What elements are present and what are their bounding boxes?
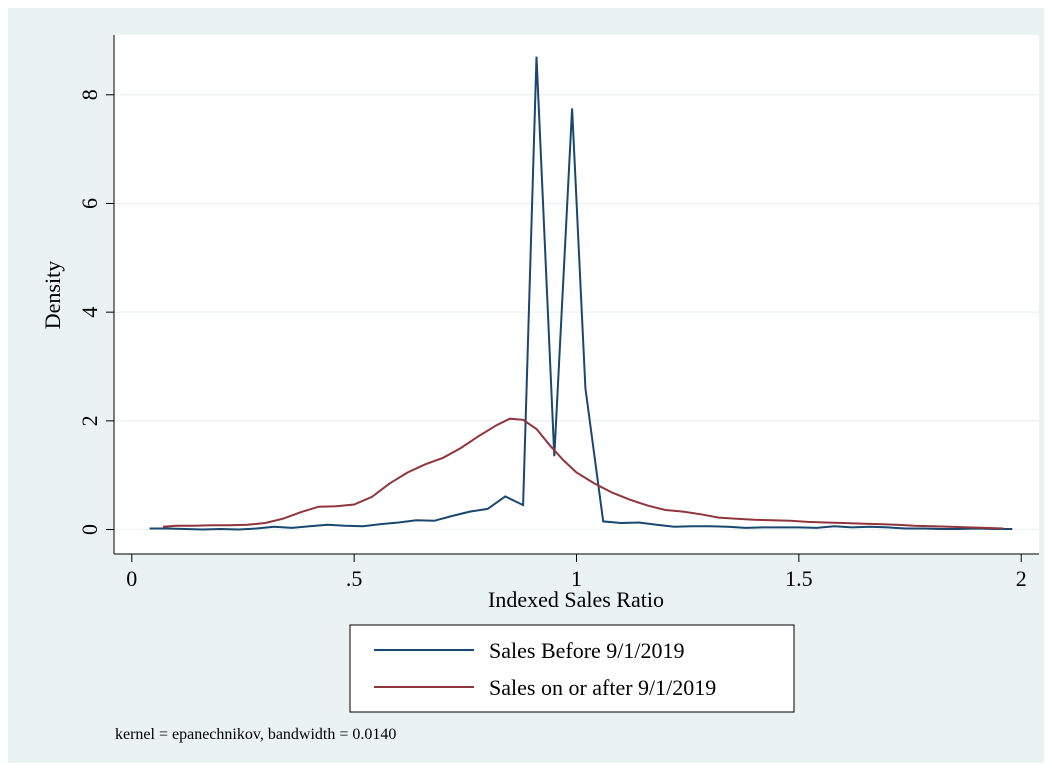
ticks-layer: 0 2 4 6 8 0 .5 1 1.5 2	[77, 89, 1027, 591]
y-tick-label: 2	[77, 415, 102, 426]
chart-svg: 0 2 4 6 8 0 .5 1 1.5 2 Density Indexed Sales Rati…	[40, 35, 1039, 743]
y-axis-title: Density	[40, 261, 65, 329]
chart-frame: 0 2 4 6 8 0 .5 1 1.5 2 Density Indexed Sales Rati…	[8, 8, 1044, 763]
x-tick-label: 2	[1016, 566, 1027, 591]
y-tick-label: 8	[77, 89, 102, 100]
x-tick-label: .5	[346, 566, 363, 591]
grid-layer	[114, 94, 1039, 531]
plot-area	[114, 35, 1039, 554]
legend-label-after: Sales on or after 9/1/2019	[489, 675, 716, 700]
legend: Sales Before 9/1/2019 Sales on or after …	[349, 624, 795, 713]
x-tick-label: 1.5	[785, 566, 813, 591]
legend-label-before: Sales Before 9/1/2019	[489, 638, 685, 663]
series-line-after	[162, 417, 1004, 530]
series-line-before	[149, 56, 1013, 531]
y-tick-label: 0	[77, 524, 102, 535]
y-tick-label: 4	[77, 307, 102, 318]
y-tick-label: 6	[77, 198, 102, 209]
series-layer	[149, 56, 1013, 531]
x-tick-label: 1	[571, 566, 582, 591]
x-axis-title: Indexed Sales Ratio	[488, 587, 664, 612]
kernel-note: kernel = epanechnikov, bandwidth = 0.014…	[115, 726, 396, 743]
x-tick-label: 0	[126, 566, 137, 591]
legend-box	[349, 624, 795, 713]
